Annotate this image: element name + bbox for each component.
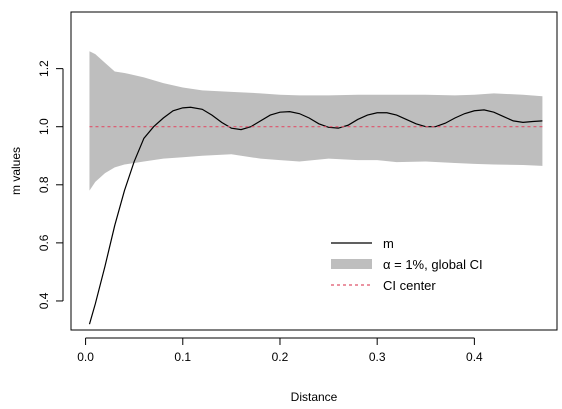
y-tick-label: 1.2 [37,60,51,77]
y-tick-label: 1.0 [37,118,51,135]
x-tick-label: 0.3 [369,350,386,364]
x-tick-label: 0.4 [466,350,483,364]
x-tick-label: 0.2 [272,350,289,364]
y-tick-label: 0.8 [37,176,51,193]
y-axis-title: m values [9,147,23,195]
x-axis: 0.0 0.1 0.2 0.3 0.4 [77,337,483,364]
y-axis: 0.4 0.6 0.8 1.0 1.2 [37,60,64,309]
legend-label-m: m [383,236,394,251]
legend: m α = 1%, global CI CI center [331,236,483,293]
series-m-line [88,106,543,325]
y-tick-label: 0.6 [37,234,51,251]
x-tick-label: 0.1 [174,350,191,364]
ci-band [89,51,543,191]
legend-label-ci-center: CI center [383,278,436,293]
x-tick-label: 0.0 [77,350,94,364]
plot-frame [70,11,558,331]
x-axis-title: Distance [291,390,338,404]
ci-band-layer [89,51,543,191]
legend-label-global-ci: α = 1%, global CI [383,257,483,272]
y-tick-label: 0.4 [37,292,51,309]
series-layer [88,106,543,325]
